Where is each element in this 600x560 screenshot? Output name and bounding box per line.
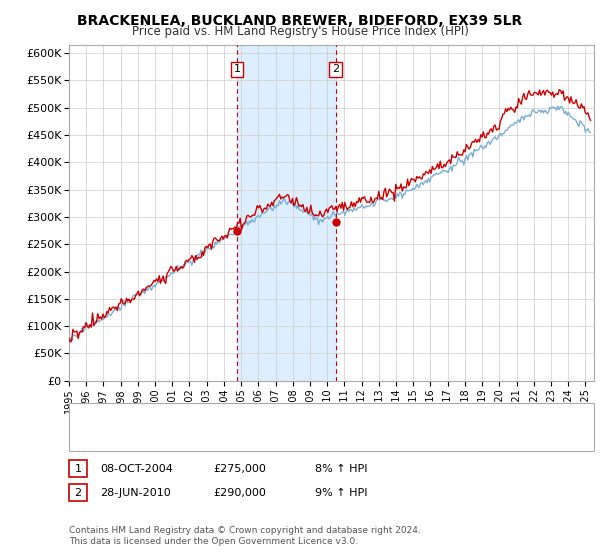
Text: £275,000: £275,000 <box>213 464 266 474</box>
Text: ———: ——— <box>79 409 120 422</box>
Bar <box>237 45 335 381</box>
Text: ———: ——— <box>79 432 120 446</box>
Text: Contains HM Land Registry data © Crown copyright and database right 2024.
This d: Contains HM Land Registry data © Crown c… <box>69 526 421 546</box>
Text: 2: 2 <box>74 488 82 498</box>
Text: Price paid vs. HM Land Registry's House Price Index (HPI): Price paid vs. HM Land Registry's House … <box>131 25 469 38</box>
Text: 08-OCT-2004: 08-OCT-2004 <box>100 464 173 474</box>
Text: BRACKENLEA, BUCKLAND BREWER, BIDEFORD, EX39 5LR (detached house): BRACKENLEA, BUCKLAND BREWER, BIDEFORD, E… <box>120 410 512 421</box>
Text: 28-JUN-2010: 28-JUN-2010 <box>100 488 171 498</box>
Text: 2: 2 <box>332 64 339 74</box>
Text: 1: 1 <box>233 64 241 74</box>
Text: 9% ↑ HPI: 9% ↑ HPI <box>315 488 367 498</box>
Text: BRACKENLEA, BUCKLAND BREWER, BIDEFORD, EX39 5LR: BRACKENLEA, BUCKLAND BREWER, BIDEFORD, E… <box>77 14 523 28</box>
Text: 1: 1 <box>74 464 82 474</box>
Text: 8% ↑ HPI: 8% ↑ HPI <box>315 464 367 474</box>
Text: £290,000: £290,000 <box>213 488 266 498</box>
Text: HPI: Average price, detached house, Torridge: HPI: Average price, detached house, Torr… <box>120 433 355 444</box>
